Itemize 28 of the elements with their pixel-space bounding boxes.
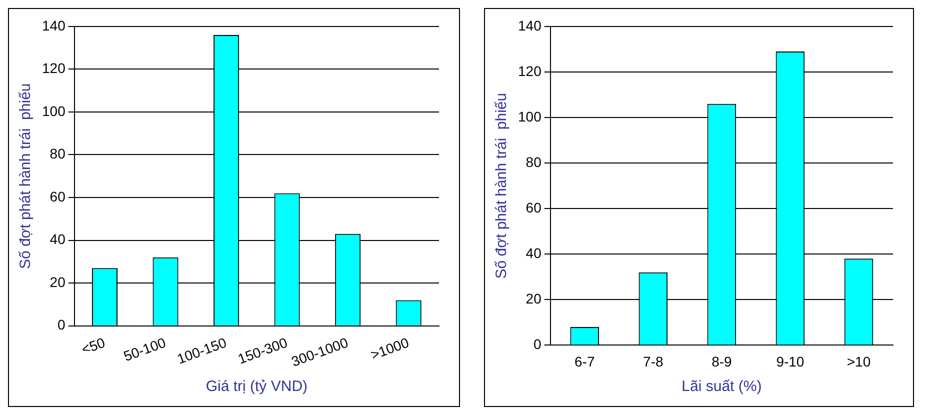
- y-tick-label: 20: [526, 290, 542, 307]
- y-axis-title: Số đợt phát hành trái phiếu: [493, 92, 510, 279]
- x-tick-label: 8-9: [712, 353, 732, 370]
- y-tick-label: 40: [526, 244, 542, 261]
- x-tick-label: 6-7: [574, 353, 595, 370]
- y-tick-label: 0: [58, 316, 66, 333]
- x-tick-label: 50-100: [121, 334, 168, 364]
- x-tick-label: >10: [846, 353, 871, 370]
- y-tick-label: 100: [518, 108, 542, 124]
- x-axis-title: Lãi suất (%): [682, 378, 762, 396]
- y-tick-label: 0: [534, 336, 542, 352]
- y-tick-label: 140: [518, 17, 542, 34]
- y-tick-label: 120: [518, 62, 542, 79]
- y-tick-label: 120: [42, 60, 66, 76]
- x-tick-label: <50: [79, 334, 108, 358]
- y-tick-label: 140: [42, 17, 66, 34]
- y-axis-title: Số đợt phát hành trái phiếu: [17, 83, 34, 270]
- y-tick-label: 20: [50, 274, 66, 290]
- y-tick-label: 100: [42, 102, 66, 119]
- y-tick-label: 60: [50, 188, 66, 204]
- x-axis-title: Giá trị (tỷ VND): [206, 378, 308, 396]
- x-tick-label: >1000: [368, 334, 412, 363]
- y-tick-label: 80: [526, 154, 542, 170]
- x-tick-label: 7-8: [643, 353, 664, 370]
- y-tick-label: 80: [50, 146, 66, 162]
- y-tick-label: 60: [526, 199, 542, 216]
- x-tick-label: 9-10: [776, 353, 804, 370]
- y-tick-label: 40: [50, 231, 66, 248]
